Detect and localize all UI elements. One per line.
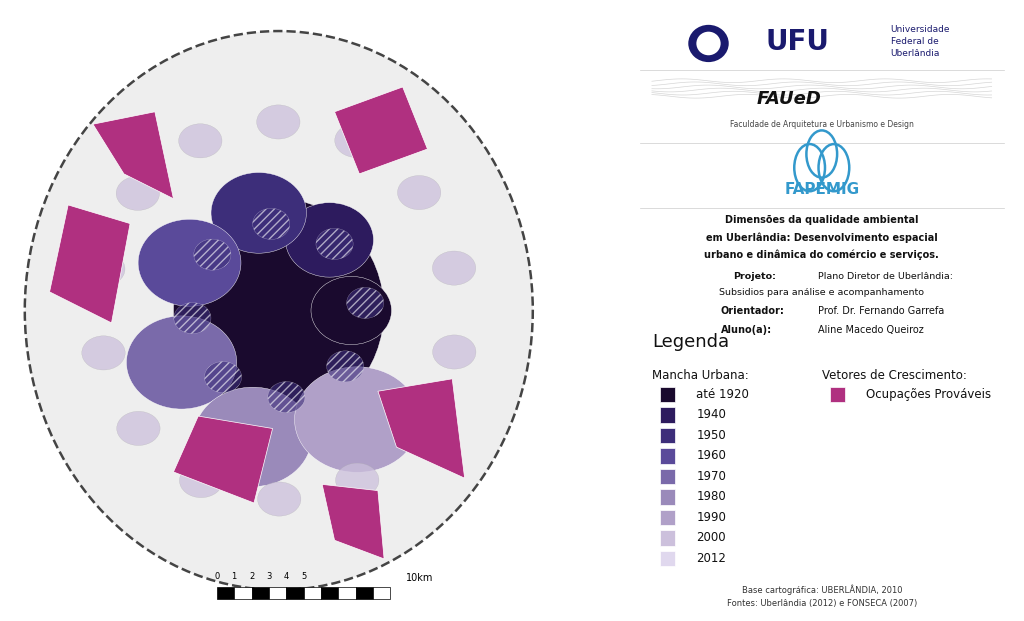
Bar — [659, 407, 676, 423]
Ellipse shape — [346, 288, 384, 319]
Text: Aline Macedo Queiroz: Aline Macedo Queiroz — [818, 325, 924, 335]
Bar — [659, 509, 676, 525]
Ellipse shape — [336, 463, 379, 497]
Text: 5: 5 — [301, 573, 306, 581]
Text: 3: 3 — [266, 573, 271, 581]
Ellipse shape — [194, 388, 311, 487]
Text: Legenda: Legenda — [652, 333, 729, 351]
Polygon shape — [173, 416, 272, 503]
Ellipse shape — [327, 351, 364, 382]
Ellipse shape — [696, 32, 721, 55]
Text: 2: 2 — [249, 573, 254, 581]
Ellipse shape — [179, 463, 223, 497]
Ellipse shape — [211, 173, 306, 253]
Bar — [659, 489, 676, 504]
Text: 2000: 2000 — [696, 532, 726, 544]
Ellipse shape — [286, 202, 374, 277]
Text: 4: 4 — [284, 573, 289, 581]
Text: UFU: UFU — [765, 27, 829, 56]
Ellipse shape — [258, 482, 301, 516]
Polygon shape — [378, 379, 465, 478]
Text: Subsidios para análise e acompanhamento: Subsidios para análise e acompanhamento — [719, 288, 925, 297]
Polygon shape — [335, 87, 427, 174]
Bar — [252, 587, 269, 599]
Text: FAPEMIG: FAPEMIG — [784, 182, 859, 197]
Bar — [659, 386, 676, 402]
Ellipse shape — [253, 209, 290, 240]
Ellipse shape — [117, 411, 160, 445]
Text: 1960: 1960 — [696, 450, 726, 462]
Ellipse shape — [295, 367, 420, 473]
Ellipse shape — [138, 219, 241, 306]
Text: Aluno(a):: Aluno(a): — [721, 325, 772, 335]
Ellipse shape — [116, 176, 160, 211]
Ellipse shape — [257, 105, 300, 139]
Bar — [287, 587, 303, 599]
Text: Mancha Urbana:: Mancha Urbana: — [652, 369, 749, 383]
Ellipse shape — [688, 25, 729, 62]
Ellipse shape — [311, 276, 391, 345]
Text: 0: 0 — [214, 573, 219, 581]
Text: 1950: 1950 — [696, 429, 726, 442]
Ellipse shape — [432, 251, 476, 285]
Ellipse shape — [194, 239, 231, 270]
Text: Universidade
Federal de
Uberlândia: Universidade Federal de Uberlândia — [891, 25, 950, 58]
Text: 1990: 1990 — [696, 511, 726, 524]
Ellipse shape — [335, 124, 378, 158]
Text: 1980: 1980 — [696, 491, 726, 503]
Text: Vetores de Crescimento:: Vetores de Crescimento: — [821, 369, 967, 383]
Text: Base cartográfica: UBERLÂNDIA, 2010
Fontes: Uberlândia (2012) e FONSECA (2007): Base cartográfica: UBERLÂNDIA, 2010 Font… — [727, 584, 916, 608]
Ellipse shape — [267, 381, 305, 412]
Text: Ocupações Prováveis: Ocupações Prováveis — [866, 388, 991, 401]
Bar — [829, 386, 845, 402]
Text: até 1920: até 1920 — [696, 388, 750, 401]
Ellipse shape — [25, 31, 532, 590]
Ellipse shape — [432, 335, 476, 369]
Text: 2012: 2012 — [696, 552, 726, 564]
Bar — [234, 587, 252, 599]
Polygon shape — [323, 484, 384, 559]
Ellipse shape — [316, 229, 353, 260]
Text: Dimensões da qualidade ambiental: Dimensões da qualidade ambiental — [725, 215, 919, 225]
Text: 10km: 10km — [406, 573, 433, 583]
Text: FAUeD: FAUeD — [757, 91, 822, 108]
Text: Projeto:: Projeto: — [733, 272, 775, 281]
Ellipse shape — [126, 316, 237, 409]
Polygon shape — [93, 112, 173, 199]
Polygon shape — [49, 205, 130, 323]
Ellipse shape — [173, 199, 384, 422]
Bar — [269, 587, 287, 599]
Ellipse shape — [397, 176, 441, 210]
Text: Orientador:: Orientador: — [721, 306, 784, 316]
Bar — [303, 587, 321, 599]
Text: Faculdade de Arquitetura e Urbanismo e Design: Faculdade de Arquitetura e Urbanismo e D… — [730, 120, 913, 129]
Bar — [659, 468, 676, 484]
Bar — [659, 551, 676, 566]
Text: Plano Diretor de Uberlândia:: Plano Diretor de Uberlândia: — [818, 272, 952, 281]
Ellipse shape — [82, 336, 125, 370]
Text: 1: 1 — [231, 573, 237, 581]
Ellipse shape — [205, 361, 242, 392]
Ellipse shape — [82, 252, 125, 286]
Bar — [355, 587, 373, 599]
Ellipse shape — [178, 124, 222, 158]
Text: em Uberlândia: Desenvolvimento espacial: em Uberlândia: Desenvolvimento espacial — [706, 233, 938, 243]
Ellipse shape — [174, 302, 211, 333]
Text: urbano e dinâmica do comércio e serviços.: urbano e dinâmica do comércio e serviços… — [705, 250, 939, 260]
Ellipse shape — [398, 410, 441, 445]
Bar — [659, 448, 676, 463]
Bar — [659, 530, 676, 546]
Text: 1970: 1970 — [696, 470, 726, 483]
Bar — [659, 427, 676, 443]
Bar — [373, 587, 390, 599]
Text: 1940: 1940 — [696, 409, 726, 421]
Bar — [217, 587, 234, 599]
Bar — [321, 587, 338, 599]
Bar — [338, 587, 355, 599]
Text: Prof. Dr. Fernando Garrefa: Prof. Dr. Fernando Garrefa — [818, 306, 944, 316]
